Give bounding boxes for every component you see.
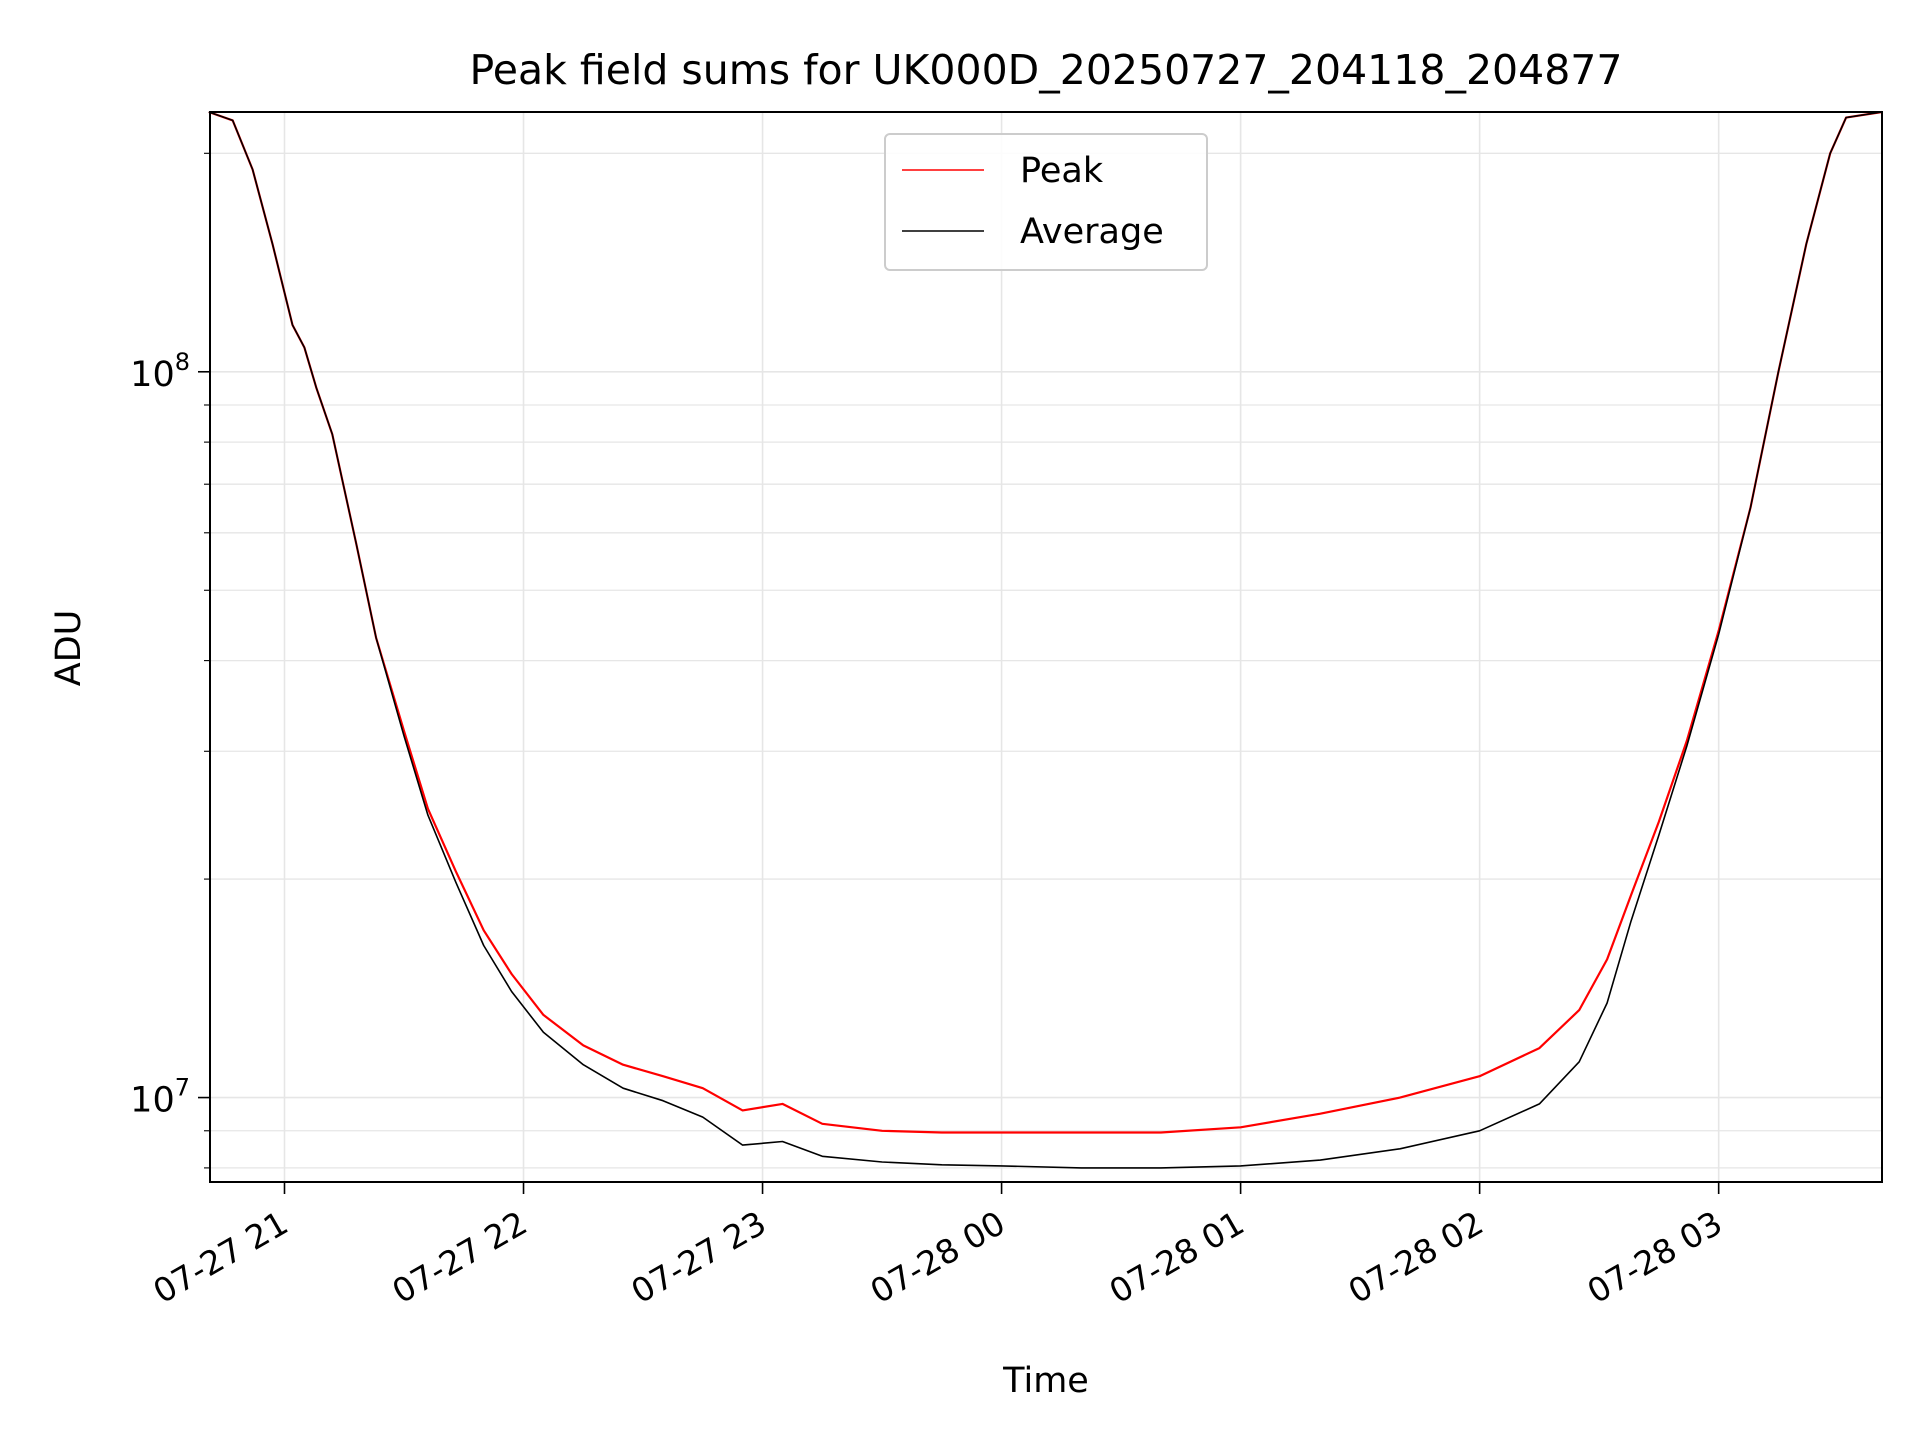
x-tick-label: 07-28 03: [1581, 1203, 1729, 1311]
y-axis-label: ADU: [49, 610, 89, 687]
x-axis-ticks: 07-27 21 07-27 22 07-27 23 07-28 00 07-28 01…: [147, 1182, 1729, 1311]
x-tick-label: 07-27 22: [386, 1203, 534, 1311]
x-tick-label: 07-27 21: [147, 1203, 295, 1311]
y-axis-ticks: 107 108: [130, 152, 210, 1169]
x-tick-label: 07-28 00: [864, 1203, 1012, 1311]
grid: [210, 112, 1882, 1182]
chart-title: Peak field sums for UK000D_20250727_2041…: [470, 46, 1623, 94]
y-tick-label: 107: [130, 1074, 190, 1121]
x-axis-label: Time: [1002, 1361, 1089, 1401]
plot-frame: [209, 111, 1883, 1183]
plot-series: [208, 110, 1883, 1169]
x-tick-label: 07-27 23: [625, 1203, 773, 1311]
x-tick-label: 07-28 02: [1342, 1203, 1490, 1311]
legend-box: [884, 133, 1208, 271]
legend: Peak Average: [884, 133, 1208, 271]
series-line-average: [208, 111, 1883, 1169]
legend-label-peak: Peak: [1020, 151, 1104, 191]
x-tick-label: 07-28 01: [1103, 1203, 1251, 1311]
y-tick-label: 108: [130, 348, 190, 395]
legend-label-average: Average: [1020, 212, 1164, 252]
